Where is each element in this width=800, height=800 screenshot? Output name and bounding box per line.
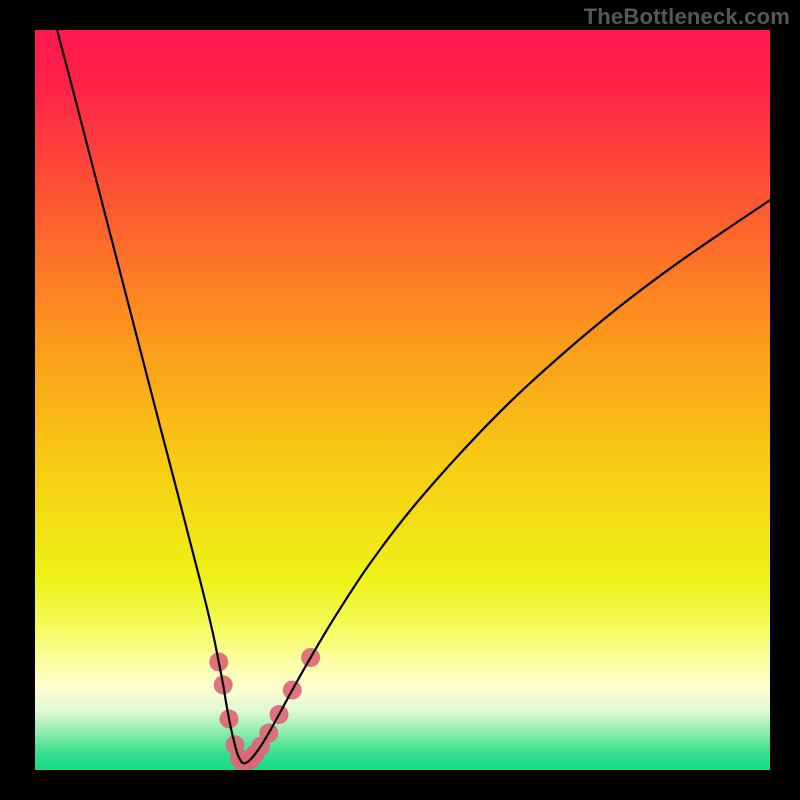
plot-background [35, 30, 770, 770]
chart-root: TheBottleneck.com [0, 0, 800, 800]
chart-svg [0, 0, 800, 800]
